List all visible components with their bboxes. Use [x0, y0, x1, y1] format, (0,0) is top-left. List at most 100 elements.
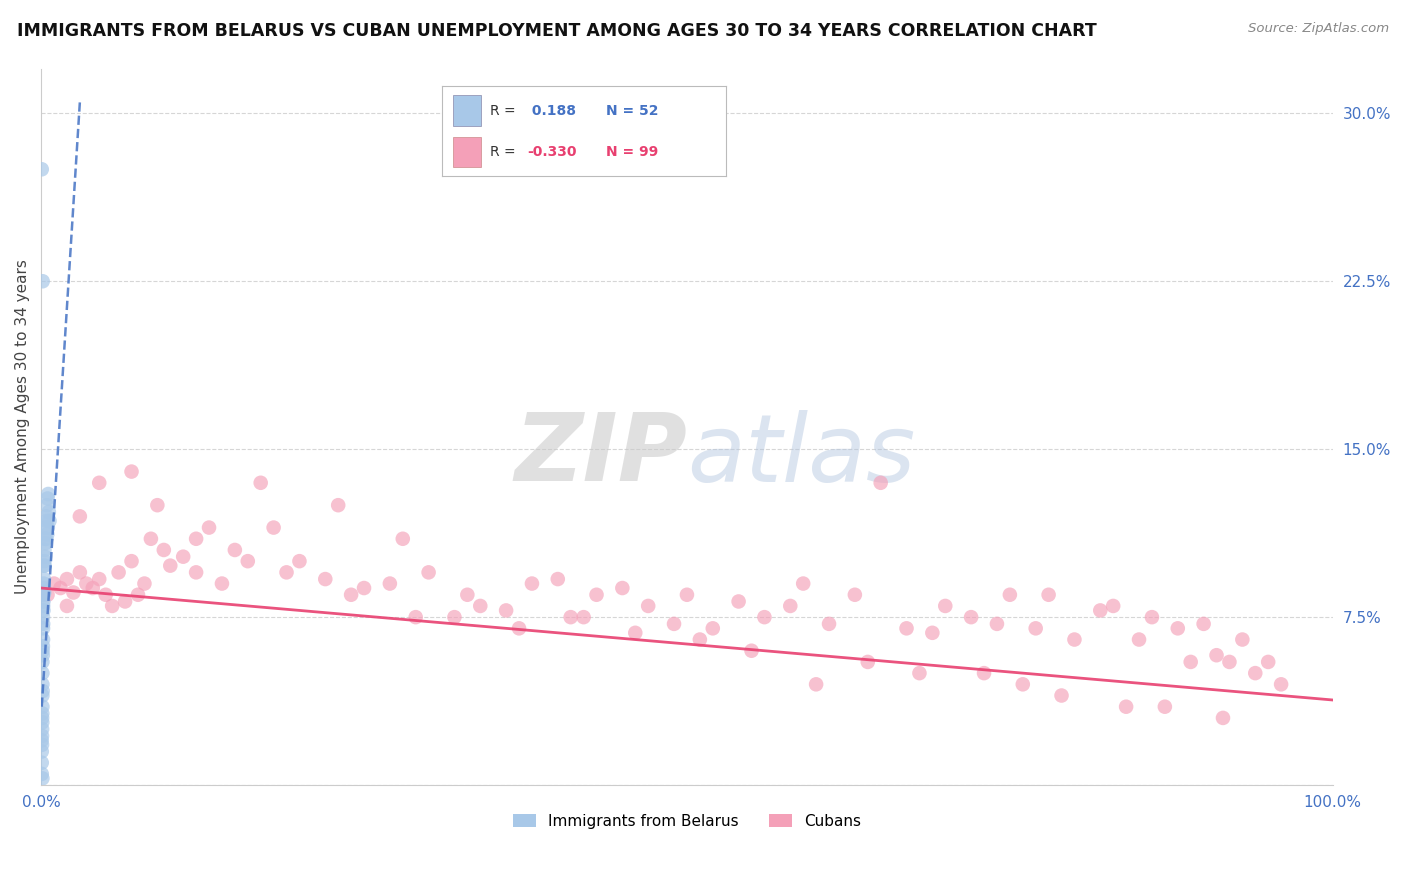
Point: [34, 536, 56, 550]
Point: [211, 576, 233, 591]
Point: [1025, 621, 1047, 635]
Point: [508, 621, 530, 635]
Point: [37, 487, 59, 501]
Point: [1180, 655, 1202, 669]
Point: [1115, 699, 1137, 714]
Point: [1212, 711, 1234, 725]
Point: [921, 625, 943, 640]
Point: [443, 610, 465, 624]
Point: [856, 655, 879, 669]
Point: [32, 610, 55, 624]
Point: [1011, 677, 1033, 691]
Point: [314, 572, 336, 586]
Point: [32, 572, 55, 586]
Point: [37, 527, 59, 541]
Point: [31, 729, 53, 743]
Point: [38, 505, 60, 519]
Point: [804, 677, 827, 691]
Point: [236, 554, 259, 568]
Point: [38, 514, 60, 528]
Text: atlas: atlas: [688, 410, 915, 501]
Point: [224, 543, 246, 558]
Point: [32, 588, 55, 602]
Point: [31, 733, 53, 747]
Point: [35, 498, 58, 512]
Point: [32, 632, 55, 647]
Point: [82, 581, 104, 595]
Point: [56, 599, 79, 613]
Point: [547, 572, 569, 586]
Point: [139, 532, 162, 546]
Point: [184, 532, 207, 546]
Point: [62, 585, 84, 599]
Point: [470, 599, 492, 613]
Point: [31, 738, 53, 752]
Point: [1038, 588, 1060, 602]
Point: [31, 706, 53, 721]
Point: [495, 603, 517, 617]
Point: [32, 594, 55, 608]
Point: [624, 625, 647, 640]
Point: [288, 554, 311, 568]
Point: [1205, 648, 1227, 663]
Point: [34, 558, 56, 573]
Point: [1167, 621, 1189, 635]
Point: [32, 621, 55, 635]
Point: [32, 599, 55, 613]
Point: [31, 711, 53, 725]
Point: [32, 558, 55, 573]
Point: [391, 532, 413, 546]
Point: [572, 610, 595, 624]
Point: [676, 588, 699, 602]
Point: [741, 644, 763, 658]
Point: [1050, 689, 1073, 703]
Point: [159, 558, 181, 573]
Point: [101, 599, 124, 613]
Point: [31, 677, 53, 691]
Point: [998, 588, 1021, 602]
Text: Source: ZipAtlas.com: Source: ZipAtlas.com: [1249, 22, 1389, 36]
Point: [1102, 599, 1125, 613]
Point: [31, 767, 53, 781]
Point: [986, 616, 1008, 631]
Point: [1192, 616, 1215, 631]
Point: [37, 588, 59, 602]
Point: [31, 756, 53, 770]
Point: [585, 588, 607, 602]
Point: [31, 744, 53, 758]
Y-axis label: Unemployment Among Ages 30 to 34 years: Unemployment Among Ages 30 to 34 years: [15, 260, 30, 594]
Point: [34, 549, 56, 564]
Point: [637, 599, 659, 613]
Point: [31, 715, 53, 730]
Point: [172, 549, 194, 564]
Point: [340, 588, 363, 602]
Point: [146, 498, 169, 512]
Point: [869, 475, 891, 490]
Point: [94, 588, 117, 602]
Point: [1063, 632, 1085, 647]
Legend: Immigrants from Belarus, Cubans: Immigrants from Belarus, Cubans: [506, 807, 868, 835]
Point: [1232, 632, 1254, 647]
Point: [1128, 632, 1150, 647]
Point: [153, 543, 176, 558]
Point: [198, 520, 221, 534]
Point: [34, 554, 56, 568]
Point: [31, 684, 53, 698]
Point: [934, 599, 956, 613]
Point: [31, 655, 53, 669]
Point: [114, 594, 136, 608]
Point: [1090, 603, 1112, 617]
Point: [702, 621, 724, 635]
Point: [1270, 677, 1292, 691]
Point: [612, 581, 634, 595]
Point: [31, 666, 53, 681]
Point: [405, 610, 427, 624]
Point: [56, 572, 79, 586]
Point: [34, 543, 56, 558]
Text: IMMIGRANTS FROM BELARUS VS CUBAN UNEMPLOYMENT AMONG AGES 30 TO 34 YEARS CORRELAT: IMMIGRANTS FROM BELARUS VS CUBAN UNEMPLO…: [17, 22, 1097, 40]
Point: [32, 603, 55, 617]
Point: [818, 616, 841, 631]
Point: [75, 576, 97, 591]
Point: [35, 532, 58, 546]
Point: [31, 699, 53, 714]
